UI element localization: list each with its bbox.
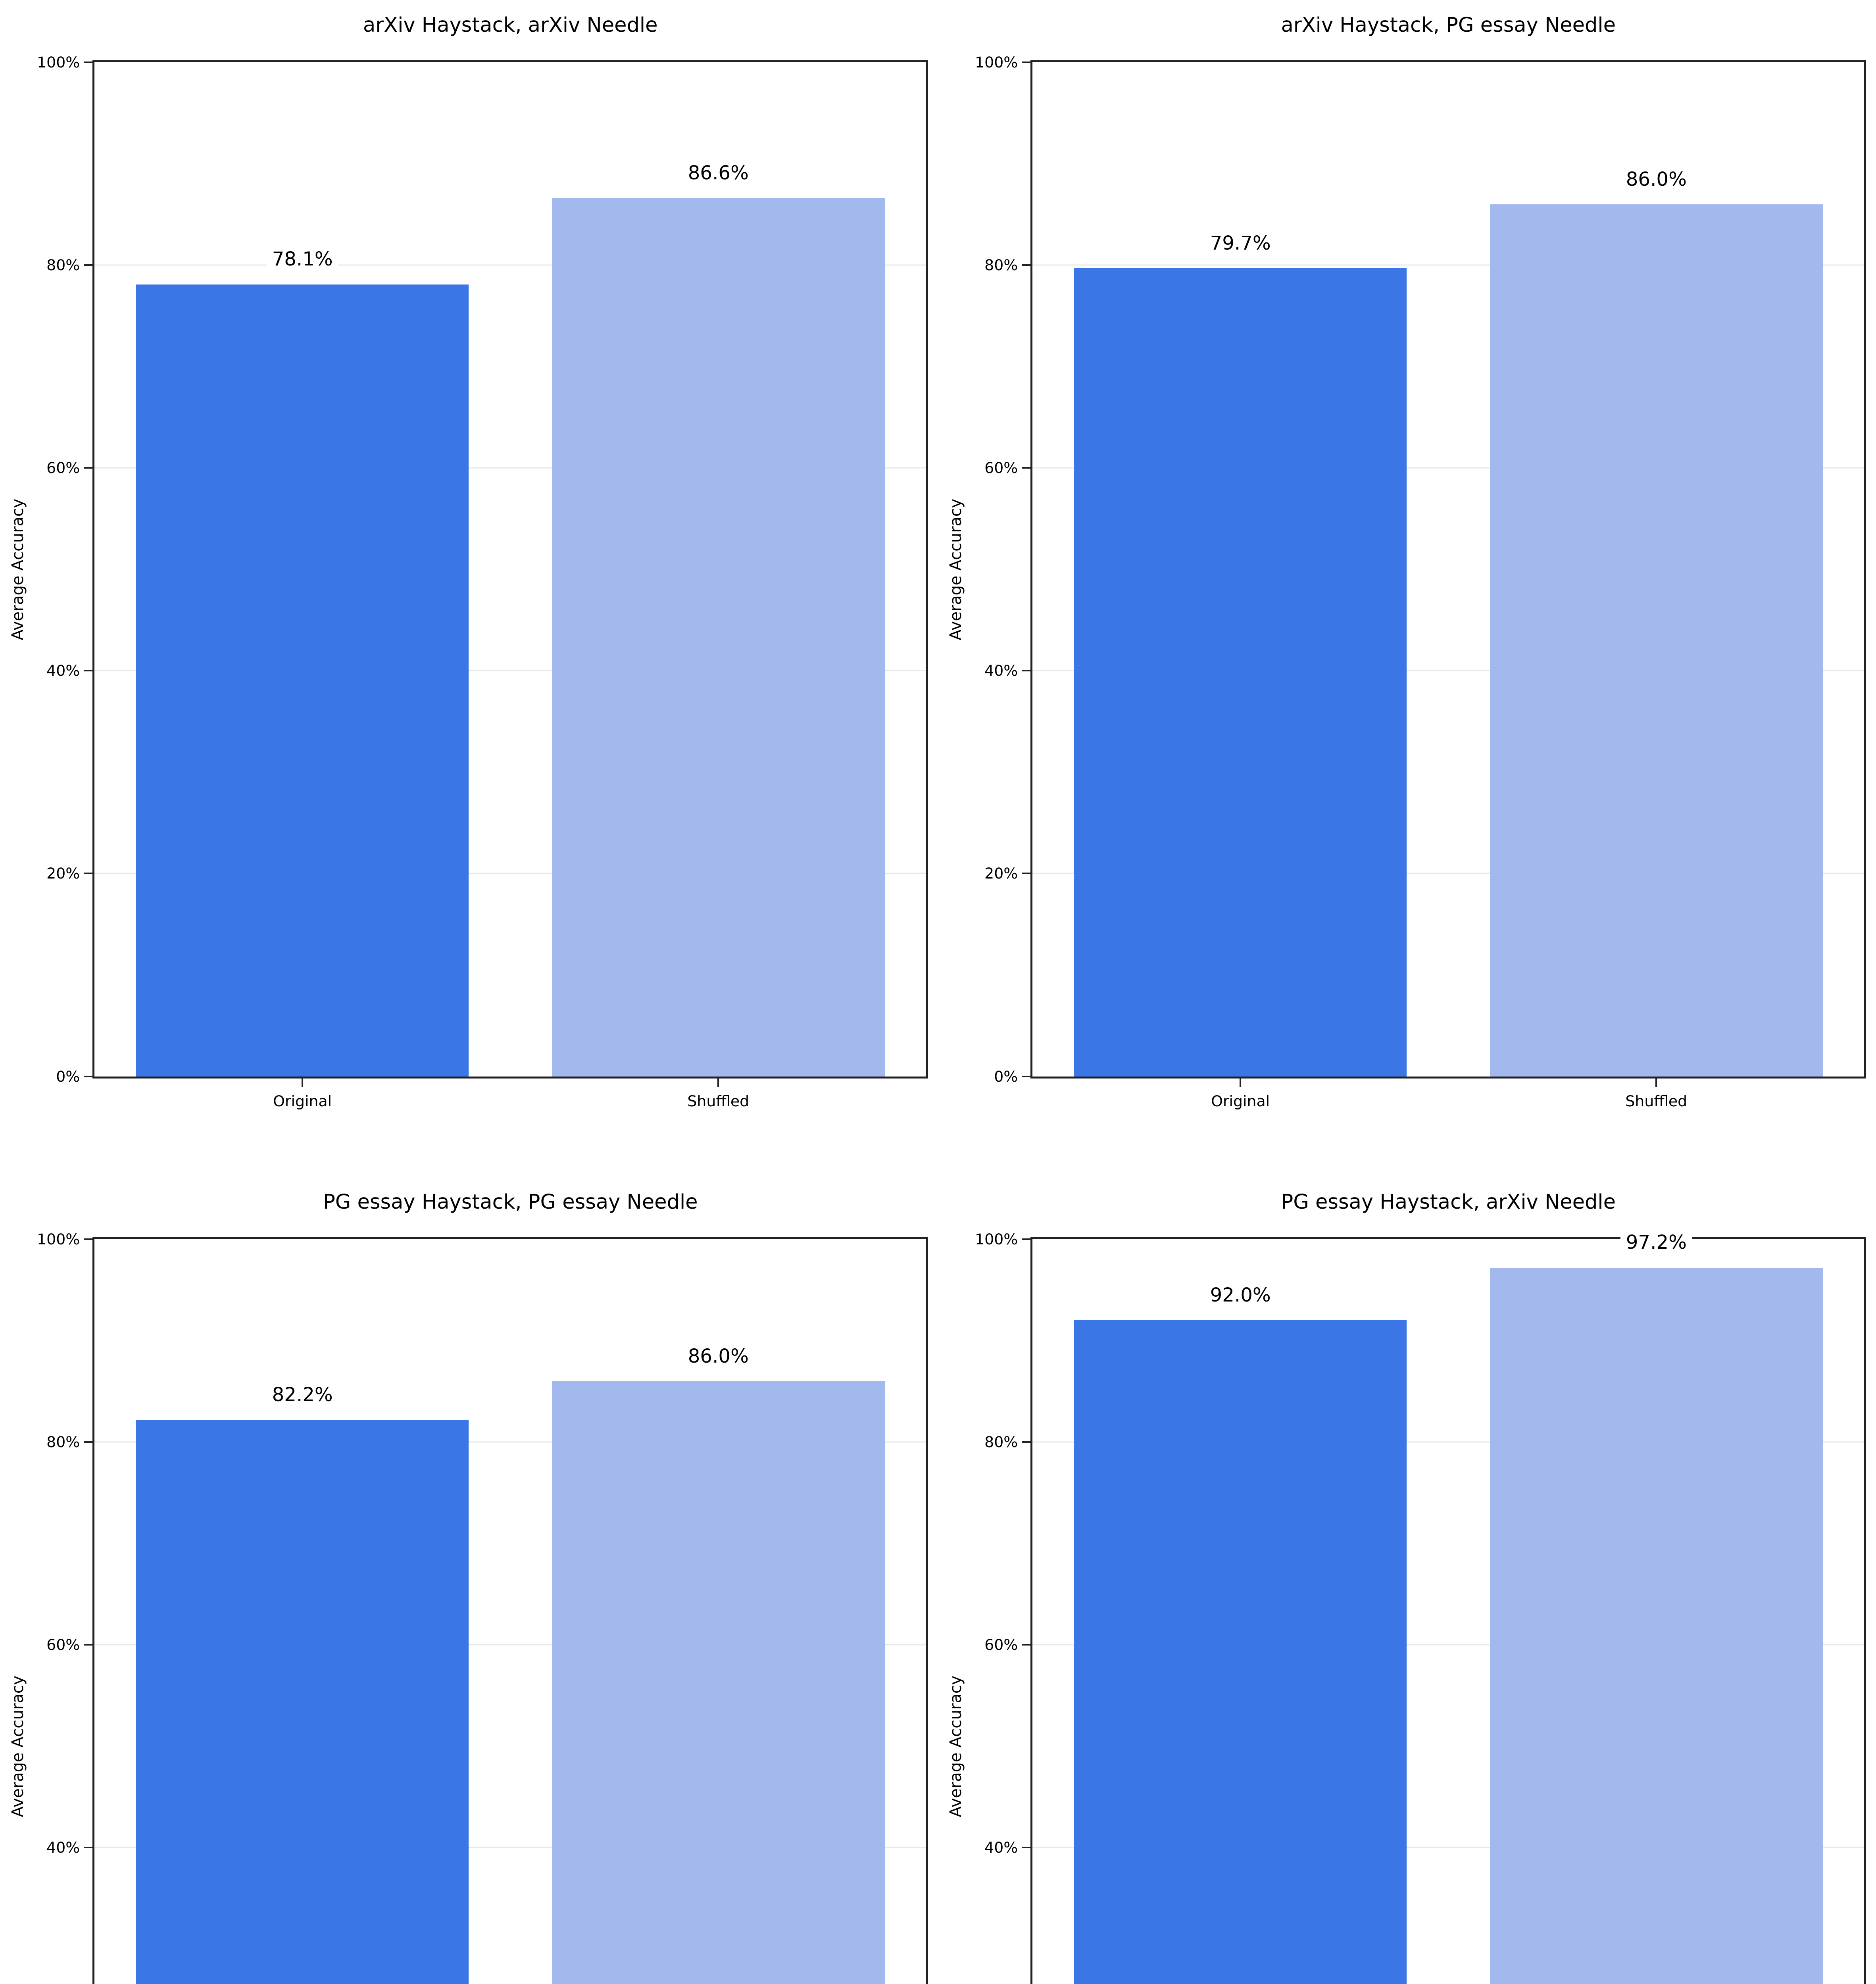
y-tick-mark — [1022, 1441, 1033, 1443]
gridline — [94, 670, 926, 671]
y-tick-mark — [84, 264, 95, 266]
y-tick-label: 20% — [984, 865, 1018, 882]
y-axis-label: Average Accuracy — [947, 498, 965, 640]
bar-chart-arxiv-pgessay: arXiv Haystack, PG essay Needle Average … — [938, 0, 1876, 1177]
x-tick-label: Shuffled — [687, 1092, 750, 1110]
y-tick-mark — [84, 670, 95, 672]
bar-value-label: 79.7% — [1205, 232, 1276, 254]
bar-value-label: 86.0% — [1620, 168, 1692, 190]
y-tick-label: 60% — [46, 1636, 80, 1654]
x-tick-mark — [1240, 1078, 1242, 1087]
gridline — [1032, 1644, 1864, 1646]
y-tick-mark — [1022, 1644, 1033, 1646]
y-tick-label: 100% — [37, 53, 80, 71]
plot-area: 0% 20% 40% 60% 80% 100% 78.1% Original 86.6% Shuf… — [37, 54, 928, 1110]
chart-title: PG essay Haystack, arXiv Needle — [1281, 1190, 1616, 1214]
y-tick-mark — [84, 1075, 95, 1077]
bar-original — [136, 1419, 469, 1984]
chart-title: arXiv Haystack, arXiv Needle — [363, 13, 658, 37]
y-tick-mark — [1022, 1075, 1033, 1077]
y-tick-mark — [1022, 873, 1033, 875]
gridline — [1032, 873, 1864, 874]
chart-title: arXiv Haystack, PG essay Needle — [1281, 13, 1616, 37]
y-tick-label: 100% — [975, 1230, 1018, 1248]
x-tick-label: Original — [1211, 1092, 1270, 1110]
y-tick-mark — [84, 1441, 95, 1443]
y-tick-mark — [84, 1238, 95, 1240]
gridline — [94, 873, 926, 874]
y-tick-label: 60% — [984, 459, 1018, 477]
gridline — [94, 264, 926, 266]
y-tick-mark — [1022, 467, 1033, 469]
y-tick-mark — [84, 61, 95, 63]
gridline — [1032, 264, 1864, 266]
bar-shuffled — [552, 198, 885, 1077]
plot-area: 0% 20% 40% 60% 80% 100% 79.7% Original 86.0% Shuf… — [975, 54, 1866, 1110]
y-axis-label: Average Accuracy — [9, 498, 27, 640]
plot-area: 0%20%40%60%80%100%82.2%Original86.0%Shuf… — [37, 1230, 928, 1984]
bar-chart-arxiv-arxiv: arXiv Haystack, arXiv Needle Average Acc… — [0, 0, 938, 1177]
gridline — [1032, 1847, 1864, 1848]
bar-value-label: 86.6% — [682, 162, 754, 185]
y-tick-label: 100% — [975, 53, 1018, 71]
y-tick-mark — [1022, 61, 1033, 63]
gridline — [94, 467, 926, 469]
bar-chart-pgessay-pgessay: PG essay Haystack, PG essay Needle Avera… — [0, 1177, 938, 1984]
bar-value-label: 78.1% — [267, 248, 338, 271]
gridline — [1032, 670, 1864, 671]
y-tick-label: 80% — [984, 256, 1018, 274]
bar-chart-pgessay-arxiv: PG essay Haystack, arXiv Needle Average … — [938, 1177, 1876, 1984]
bar-original — [1074, 268, 1407, 1077]
y-tick-mark — [84, 467, 95, 469]
y-tick-label: 40% — [984, 662, 1018, 680]
y-tick-mark — [84, 1644, 95, 1646]
x-tick-label: Shuffled — [1625, 1092, 1688, 1110]
bar-original — [1074, 1320, 1407, 1984]
y-tick-label: 40% — [46, 662, 80, 680]
x-tick-mark — [717, 1078, 719, 1087]
y-tick-label: 80% — [984, 1433, 1018, 1451]
y-tick-mark — [84, 1847, 95, 1849]
gridline — [94, 1441, 926, 1443]
y-tick-label: 40% — [46, 1839, 80, 1857]
y-tick-label: 40% — [984, 1839, 1018, 1857]
y-tick-mark — [1022, 1238, 1033, 1240]
y-tick-label: 60% — [46, 459, 80, 477]
bar-value-label: 82.2% — [267, 1384, 338, 1406]
bar-shuffled — [1490, 1267, 1823, 1984]
y-axis-label: Average Accuracy — [947, 1675, 965, 1817]
bar-value-label: 97.2% — [1620, 1231, 1692, 1254]
y-tick-mark — [1022, 1847, 1033, 1849]
gridline — [94, 1644, 926, 1646]
y-tick-mark — [1022, 670, 1033, 672]
bar-original — [136, 284, 469, 1077]
gridline — [1032, 1441, 1864, 1443]
gridline — [1032, 467, 1864, 469]
y-tick-label: 0% — [56, 1067, 80, 1085]
bar-value-label: 86.0% — [682, 1345, 754, 1368]
bar-shuffled — [552, 1381, 885, 1984]
gridline — [94, 1847, 926, 1848]
y-tick-mark — [1022, 264, 1033, 266]
x-tick-label: Original — [273, 1092, 332, 1110]
bar-shuffled — [1490, 204, 1823, 1077]
y-tick-label: 80% — [46, 256, 80, 274]
y-tick-label: 60% — [984, 1636, 1018, 1654]
x-tick-mark — [302, 1078, 304, 1087]
plot-area: 0%20%40%60%80%100%92.0%Original97.2%Shuf… — [975, 1230, 1866, 1984]
chart-title: PG essay Haystack, PG essay Needle — [323, 1190, 698, 1214]
y-axis-label: Average Accuracy — [9, 1675, 27, 1817]
y-tick-label: 0% — [994, 1067, 1018, 1085]
x-tick-mark — [1655, 1078, 1657, 1087]
bar-value-label: 92.0% — [1205, 1284, 1276, 1307]
y-tick-label: 80% — [46, 1433, 80, 1451]
y-tick-label: 100% — [37, 1230, 80, 1248]
y-tick-label: 20% — [46, 865, 80, 882]
y-tick-mark — [84, 873, 95, 875]
